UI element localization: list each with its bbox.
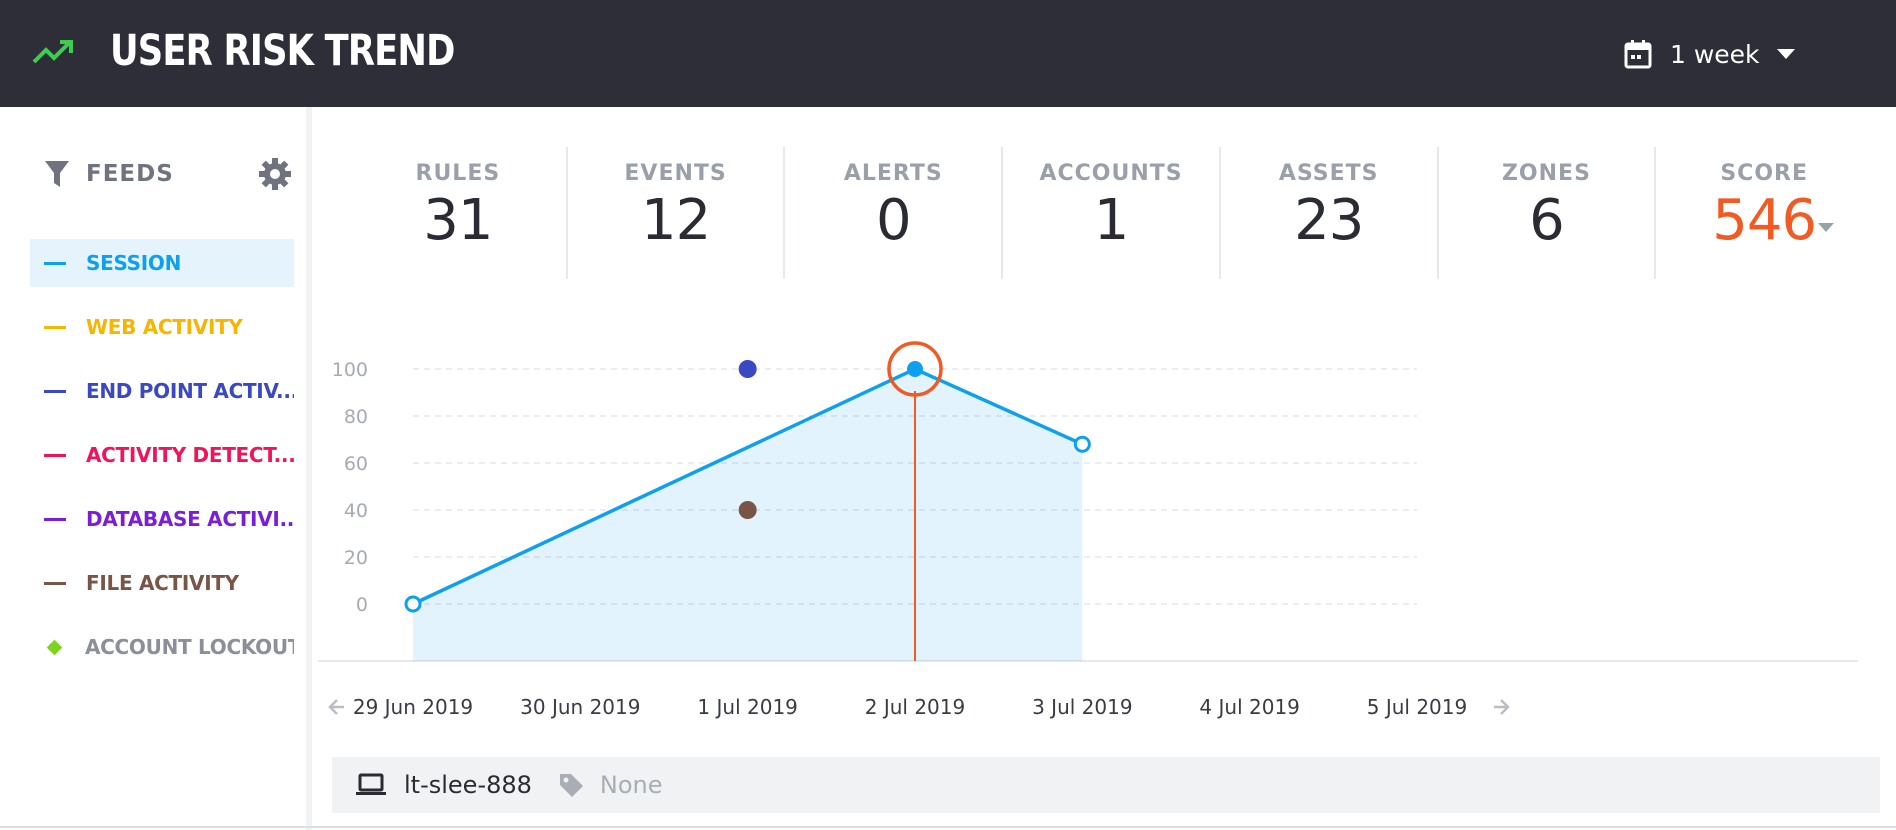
y-tick-label: 40	[344, 500, 368, 522]
diamond-marker-icon	[46, 639, 63, 655]
stat-label: ACCOUNTS	[1039, 161, 1183, 186]
host-name[interactable]: lt-slee-888	[404, 771, 532, 799]
stat-label: EVENTS	[624, 161, 727, 186]
feed-label: DATABASE ACTIVI...	[86, 507, 294, 531]
main-panel: RULES 31 EVENTS 12 ALERTS 0 ACCOUNTS 1 ASSETS 23 Z…	[318, 107, 1896, 830]
feed-item[interactable]: ACCOUNT LOCKOUT	[30, 623, 294, 671]
stats-row: RULES 31 EVENTS 12 ALERTS 0 ACCOUNTS 1 ASSETS 23 Z…	[350, 147, 1872, 279]
feed-label: END POINT ACTIV...	[86, 379, 294, 403]
data-point[interactable]	[404, 595, 422, 613]
x-tick-label: 30 Jun 2019	[520, 695, 640, 719]
feed-list: SESSION WEB ACTIVITY END POINT ACTIV... ACT…	[30, 239, 294, 687]
risk-trend-chart: 0 20 40 60 80 100 29 Jun 2019 30 Jun 2019 1 Jul …	[318, 341, 1858, 719]
stat-value: 1	[1093, 188, 1130, 253]
data-point[interactable]	[738, 360, 757, 378]
y-tick-label: 0	[356, 594, 368, 616]
feeds-heading: FEEDS	[44, 159, 174, 189]
asset-info-bar: lt-slee-888 None	[332, 757, 1880, 813]
period-selector[interactable]: 1 week	[1624, 34, 1796, 74]
data-point[interactable]	[738, 501, 757, 519]
arrow-left-icon[interactable]	[328, 699, 344, 715]
tag-icon	[559, 774, 583, 797]
stat-value: 23	[1294, 188, 1364, 253]
selection-ring	[887, 341, 943, 397]
dash-marker-icon	[44, 261, 66, 265]
x-tick-label: 2 Jul 2019	[865, 695, 965, 719]
feed-label: WEB ACTIVITY	[86, 315, 243, 339]
dash-marker-icon	[44, 581, 66, 585]
asset-tag: None	[599, 771, 663, 799]
filter-icon	[45, 161, 69, 187]
period-label: 1 week	[1670, 39, 1760, 69]
y-tick-label: 20	[344, 547, 368, 569]
stat-label: ASSETS	[1278, 161, 1379, 186]
stat-value: 546	[1712, 188, 1817, 253]
feed-label: FILE ACTIVITY	[86, 571, 239, 595]
feed-item[interactable]: FILE ACTIVITY	[30, 559, 294, 607]
stat-zones: ZONES 6	[1439, 147, 1657, 279]
stat-alerts: ALERTS 0	[785, 147, 1004, 279]
stat-label: ZONES	[1501, 161, 1591, 186]
feed-label: SESSION	[86, 251, 182, 275]
calendar-icon	[1624, 40, 1652, 69]
stat-score: SCORE 546	[1656, 147, 1872, 279]
x-tick-label: 3 Jul 2019	[1032, 695, 1132, 719]
data-point[interactable]	[1073, 435, 1091, 453]
y-tick-label: 80	[344, 406, 368, 428]
feeds-label: FEEDS	[86, 161, 174, 187]
stat-value: 6	[1529, 188, 1565, 253]
x-tick-label: 4 Jul 2019	[1199, 695, 1299, 719]
feed-item[interactable]: ACTIVITY DETECT...	[30, 431, 294, 479]
stat-label: ALERTS	[843, 161, 943, 186]
trending-up-icon	[32, 40, 73, 64]
feed-item[interactable]: DATABASE ACTIVI...	[30, 495, 294, 543]
stat-value: 31	[423, 188, 493, 253]
stat-label: SCORE	[1720, 161, 1808, 186]
stat-events: EVENTS 12	[568, 147, 786, 279]
y-tick-label: 60	[344, 453, 368, 475]
x-tick-label: 29 Jun 2019	[353, 695, 473, 719]
dash-marker-icon	[44, 389, 66, 393]
x-tick-label: 1 Jul 2019	[697, 695, 797, 719]
feed-item[interactable]: SESSION	[30, 239, 294, 287]
laptop-icon	[356, 773, 386, 795]
feed-label: ACTIVITY DETECT...	[86, 443, 294, 467]
feed-item[interactable]: WEB ACTIVITY	[30, 303, 294, 351]
feed-item[interactable]: END POINT ACTIV...	[30, 367, 294, 415]
stat-accounts: ACCOUNTS 1	[1003, 147, 1221, 279]
x-tick-label: 5 Jul 2019	[1367, 695, 1467, 719]
feed-label: ACCOUNT LOCKOUT	[85, 635, 294, 659]
header-bar: USER RISK TREND 1 week	[0, 0, 1896, 107]
score-dropdown-icon[interactable]	[1818, 223, 1835, 233]
dash-marker-icon	[44, 453, 66, 457]
y-tick-label: 100	[332, 359, 368, 381]
data-point-selected[interactable]	[907, 361, 923, 377]
stat-assets: ASSETS 23	[1221, 147, 1439, 279]
dash-marker-icon	[44, 517, 66, 521]
stat-rules: RULES 31	[350, 147, 568, 279]
chevron-down-icon	[1776, 49, 1795, 59]
arrow-right-icon[interactable]	[1494, 699, 1510, 715]
stat-value: 12	[640, 188, 711, 253]
feeds-sidebar: FEEDS SESSION WEB ACTIVITY END POINT ACTIV…	[0, 107, 312, 830]
page-title: USER RISK TREND	[110, 26, 455, 76]
bottom-divider	[0, 826, 1896, 828]
dash-marker-icon	[44, 325, 66, 329]
stat-value: 0	[875, 188, 912, 253]
stat-label: RULES	[415, 161, 501, 186]
gear-icon[interactable]	[258, 157, 292, 191]
